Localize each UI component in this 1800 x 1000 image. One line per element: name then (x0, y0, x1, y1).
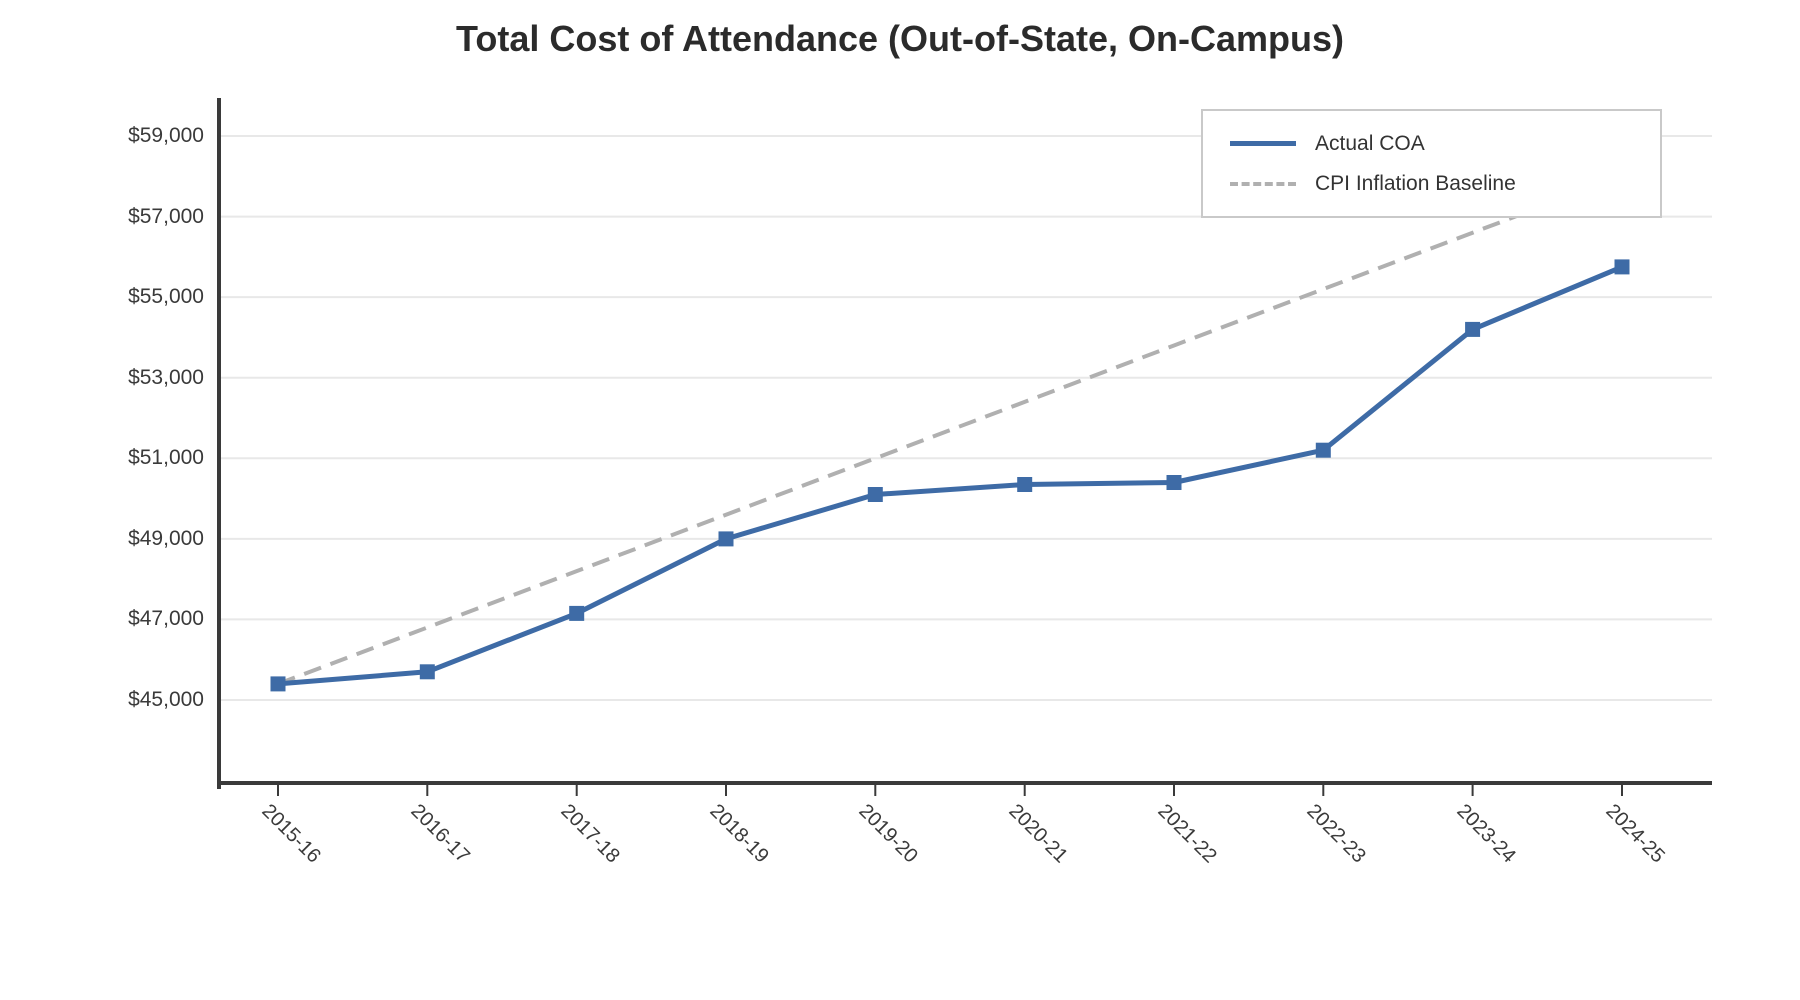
legend-label-cpi-baseline: CPI Inflation Baseline (1315, 171, 1516, 195)
data-point-marker-actual-coa-2019-20 (867, 487, 883, 502)
y-tick-label: $49,000 (128, 527, 204, 550)
y-tick-label: $59,000 (128, 124, 204, 147)
data-point-marker-actual-coa-2022-23 (1315, 442, 1331, 458)
legend: Actual COA CPI Inflation Baseline (1201, 109, 1662, 218)
data-point-marker-actual-coa-2024-25 (1614, 259, 1630, 275)
legend-item-actual-coa: Actual COA (1230, 132, 1660, 156)
data-point-marker-actual-coa-2017-18 (569, 605, 585, 621)
y-tick-label: $45,000 (128, 688, 204, 711)
series-line-cpi-inflation-baseline (277, 174, 1623, 686)
y-tick-label: $47,000 (128, 607, 204, 630)
data-point-marker-actual-coa-2015-16 (270, 676, 286, 692)
y-tick-label: $51,000 (128, 446, 204, 469)
y-axis-spine (217, 98, 221, 789)
data-point-marker-actual-coa-2020-21 (1017, 477, 1033, 492)
data-point-marker-actual-coa-2016-17 (419, 664, 435, 680)
y-tick-label: $57,000 (128, 205, 204, 228)
series-line-actual-coa (275, 264, 1625, 687)
solid-line-swatch-icon (1230, 141, 1296, 146)
legend-item-cpi-baseline: CPI Inflation Baseline (1230, 172, 1660, 196)
x-axis-spine (217, 781, 1712, 785)
chart-title: Total Cost of Attendance (Out-of-State, … (456, 18, 1344, 59)
data-point-marker-actual-coa-2018-19 (718, 531, 734, 547)
y-tick-label: $53,000 (128, 366, 204, 389)
data-point-marker-actual-coa-2023-24 (1465, 321, 1481, 337)
dashed-line-swatch-icon (1230, 181, 1296, 186)
legend-label-actual-coa: Actual COA (1315, 131, 1425, 155)
data-point-marker-actual-coa-2021-22 (1166, 475, 1182, 490)
y-tick-label: $55,000 (128, 285, 204, 308)
